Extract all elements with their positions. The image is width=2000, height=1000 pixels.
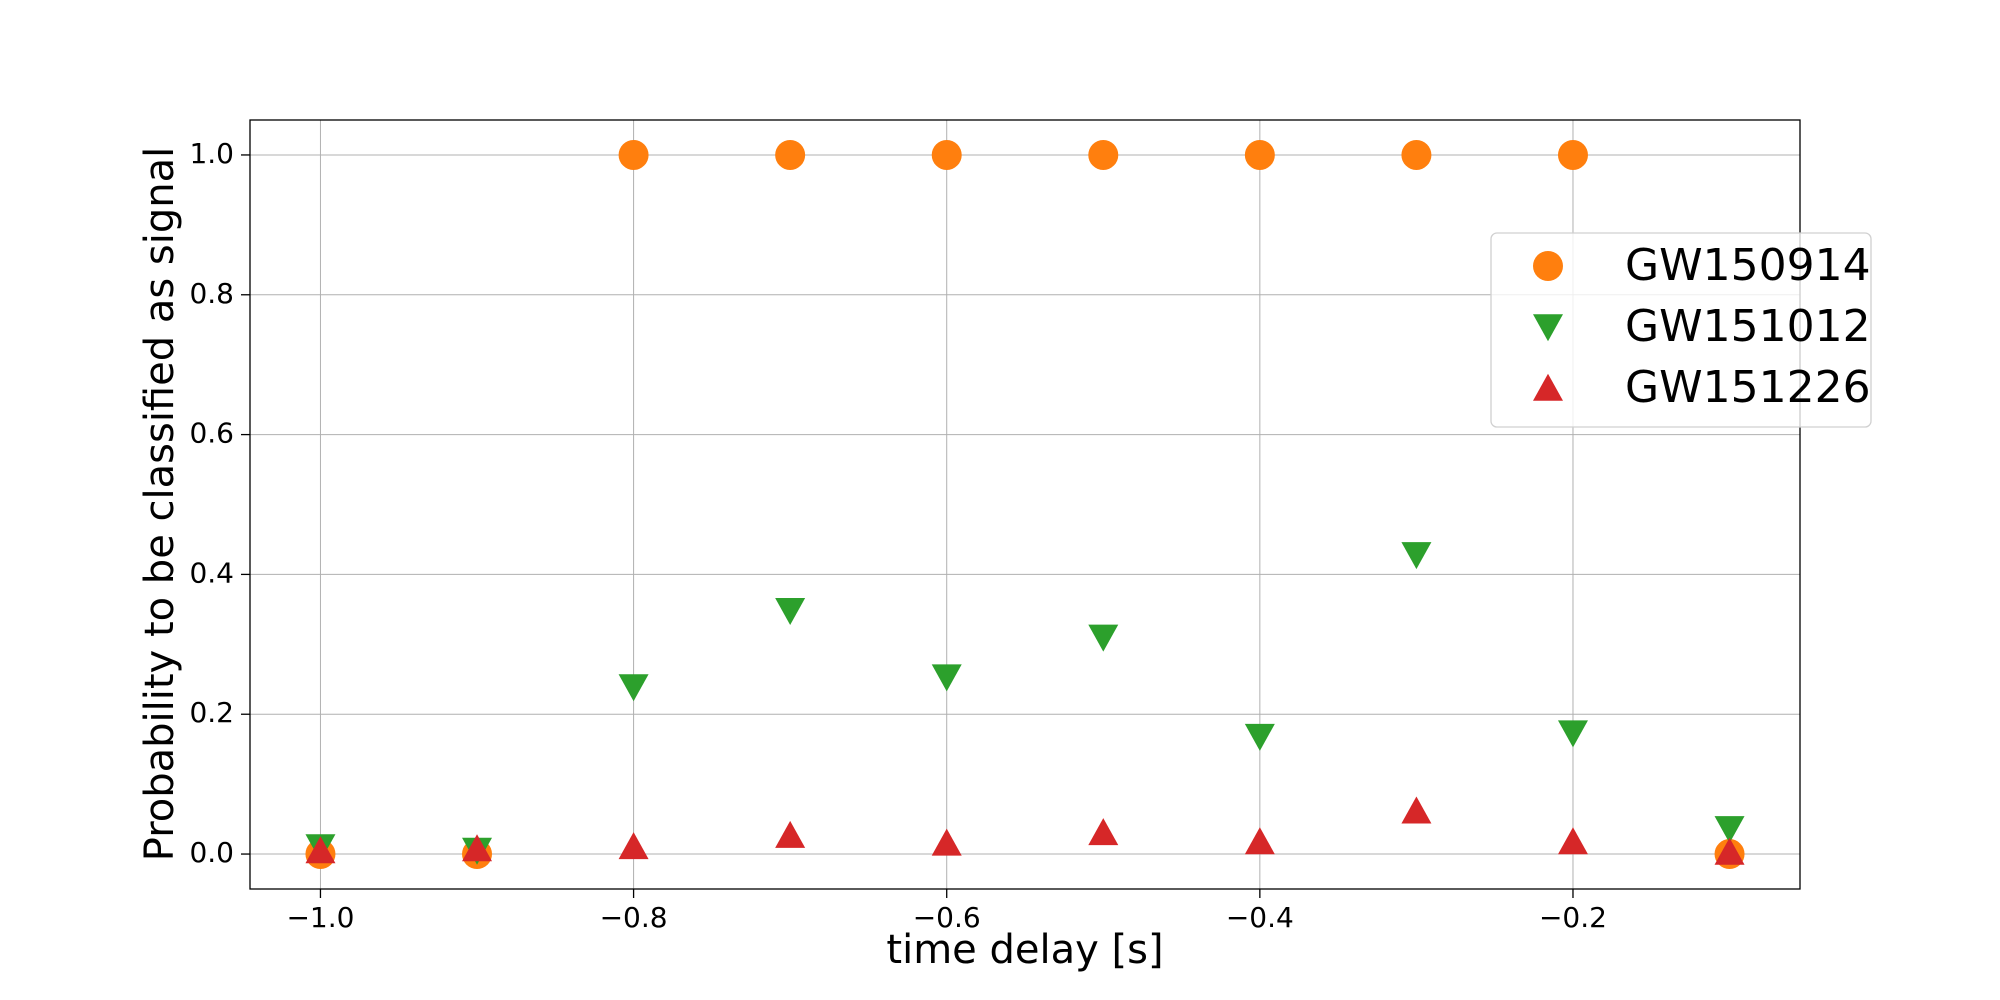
- point: [775, 139, 806, 170]
- legend: GW150914 GW151012 GW151226: [1490, 232, 1872, 428]
- point: [931, 828, 962, 856]
- x-tick-label: −0.2: [1539, 901, 1607, 934]
- point: [618, 832, 649, 860]
- point: [618, 139, 649, 170]
- plot-frame: [249, 119, 1801, 890]
- legend-box: [1490, 232, 1872, 428]
- legend-marker: [1533, 373, 1563, 401]
- legend-label: GW150914: [1625, 240, 1871, 291]
- y-axis-label: Probability to be classified as signal: [137, 147, 183, 861]
- point: [1714, 837, 1745, 865]
- point: [1557, 827, 1588, 855]
- point: [1557, 139, 1588, 170]
- point: [1401, 796, 1432, 824]
- y-tick-label: 1.0: [189, 137, 234, 170]
- point: [1244, 827, 1275, 855]
- y-tick-label: 0.2: [189, 696, 234, 729]
- point: [1244, 139, 1275, 170]
- legend-label: GW151012: [1625, 301, 1871, 352]
- point: [931, 139, 962, 170]
- legend-marker: [1533, 251, 1563, 281]
- point: [305, 836, 336, 864]
- y-tick-label: 0.0: [189, 836, 234, 869]
- marks: [305, 139, 1745, 870]
- y-tick-label: 0.8: [189, 277, 234, 310]
- y-tick-label: 0.4: [189, 556, 234, 589]
- x-tick-label: −0.6: [913, 901, 981, 934]
- point: [1557, 720, 1588, 748]
- grid: −1.0 −0.8 −0.6 −0.4 −0.2 0.0 0.2 0.4 0.6 0.8 1.0: [189, 120, 1800, 934]
- point: [1244, 723, 1275, 751]
- point: [618, 674, 649, 702]
- point: [1088, 624, 1119, 652]
- x-tick-label: −0.8: [600, 901, 668, 934]
- legend-label: GW151226: [1625, 362, 1871, 413]
- point: [775, 820, 806, 848]
- point: [462, 834, 493, 862]
- point: [775, 598, 806, 626]
- y-tick-label: 0.6: [189, 417, 234, 450]
- point: [1401, 542, 1432, 570]
- legend-marker: [1533, 314, 1563, 342]
- x-tick-label: −1.0: [286, 901, 354, 934]
- point: [1088, 818, 1119, 846]
- point: [931, 664, 962, 692]
- point: [1714, 816, 1745, 844]
- x-axis-label: time delay [s]: [886, 927, 1163, 973]
- x-tick-label: −0.4: [1226, 901, 1294, 934]
- point: [1401, 139, 1432, 170]
- point: [1088, 139, 1119, 170]
